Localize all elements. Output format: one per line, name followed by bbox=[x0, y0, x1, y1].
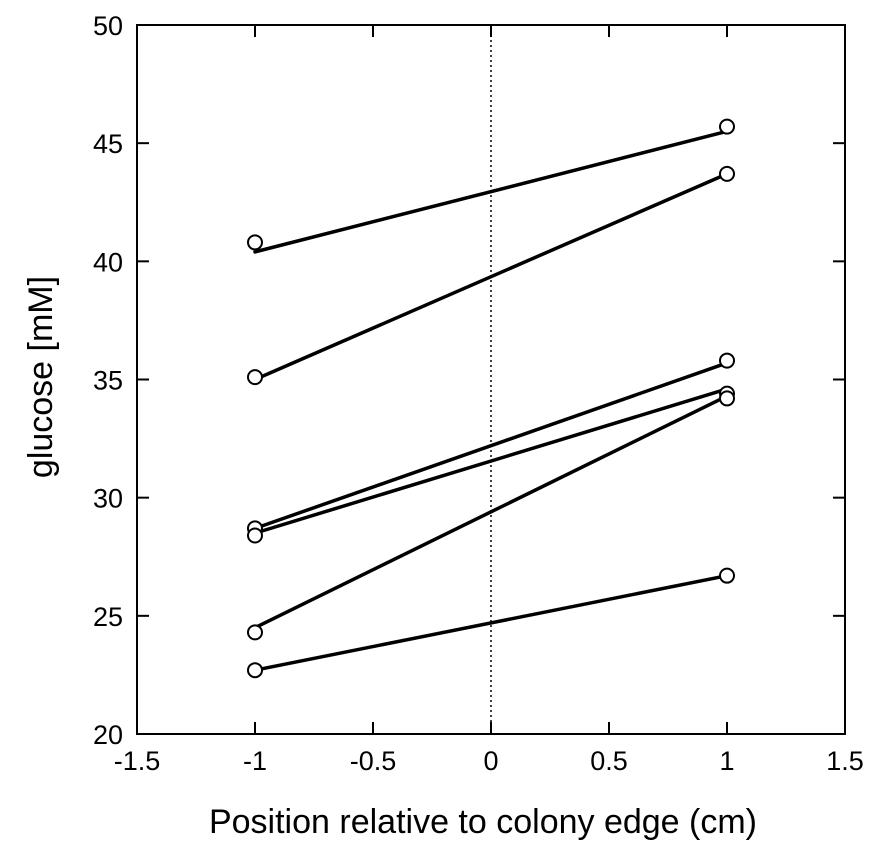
y-tick-label: 40 bbox=[93, 247, 123, 277]
series-layer bbox=[247, 118, 735, 679]
tick-layer: -1.5 -1 -0.5 0 0.5 1 1.5 20 25 30 35 40 45 50 bbox=[93, 11, 864, 776]
y-tick-label: 30 bbox=[93, 484, 123, 514]
y-axis-label: glucose [mM] bbox=[22, 276, 60, 478]
data-point bbox=[247, 369, 263, 386]
data-point bbox=[247, 662, 263, 679]
series-line bbox=[253, 129, 729, 254]
series-line bbox=[253, 573, 729, 672]
x-tick-label: 1.5 bbox=[826, 746, 864, 776]
y-tick-label: 20 bbox=[93, 720, 123, 750]
series-5 bbox=[247, 390, 735, 641]
y-tick-label: 50 bbox=[93, 11, 123, 41]
series-2 bbox=[247, 165, 735, 386]
series-line bbox=[253, 387, 729, 535]
y-tick-label: 25 bbox=[93, 602, 123, 632]
x-tick-label: 1 bbox=[719, 746, 734, 776]
data-point bbox=[247, 234, 263, 251]
x-tick-label: -1.5 bbox=[114, 746, 161, 776]
data-point bbox=[719, 165, 735, 182]
y-tick-label: 35 bbox=[93, 366, 123, 396]
x-axis-label: Position relative to colony edge (cm) bbox=[209, 803, 757, 841]
x-tick-label: -0.5 bbox=[350, 746, 397, 776]
series-line bbox=[253, 361, 729, 531]
data-point bbox=[719, 352, 735, 369]
data-point bbox=[719, 118, 735, 135]
y-tick-label: 45 bbox=[93, 129, 123, 159]
series-6 bbox=[247, 567, 735, 679]
series-line bbox=[253, 172, 729, 382]
x-tick-label: -1 bbox=[243, 746, 267, 776]
x-tick-label: 0 bbox=[483, 746, 498, 776]
x-tick-label: 0.5 bbox=[590, 746, 628, 776]
data-point bbox=[719, 567, 735, 584]
data-point bbox=[247, 624, 263, 641]
data-point bbox=[247, 527, 263, 544]
series-line bbox=[253, 394, 729, 630]
data-point bbox=[719, 390, 735, 407]
series-1 bbox=[247, 118, 735, 254]
